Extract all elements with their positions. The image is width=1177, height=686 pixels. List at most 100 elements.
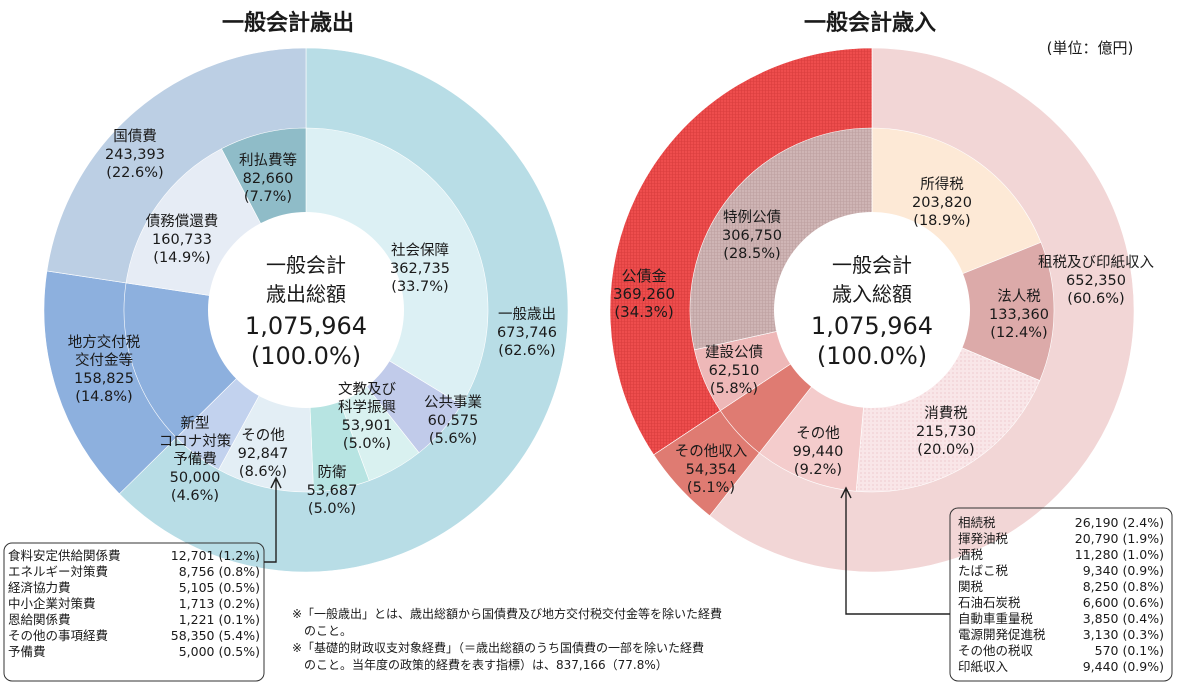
expenditure-center-text: 一般会計 xyxy=(266,253,346,277)
slice-label-tokurei: 特例公債 xyxy=(723,209,781,226)
revenue-breakdown-item-name: 相続税 xyxy=(958,515,996,530)
slice-label-ippan: 一般歳出 xyxy=(498,306,556,323)
slice-label-sonotashu: 54,354 xyxy=(686,462,737,478)
slice-label-shotoku: 203,820 xyxy=(912,195,972,211)
slice-label-bunkyo: 科学振興 xyxy=(338,399,396,416)
revenue-breakdown-item-name: 関税 xyxy=(958,579,984,594)
slice-label-koku: 国債費 xyxy=(113,128,157,145)
expenditure-breakdown-item-name: その他の事項経費 xyxy=(8,628,109,643)
expenditure-breakdown-frame xyxy=(3,542,265,682)
slice-label-bunkyo: 53,901 xyxy=(342,418,393,434)
expenditure-center-text: 歳出総額 xyxy=(266,282,346,306)
expenditure-breakdown-item-value: 12,701 (1.2%) xyxy=(170,548,260,563)
slice-label-sonota_in: (9.2%) xyxy=(794,462,842,478)
revenue-breakdown-item-name: 揮発油税 xyxy=(958,531,1009,546)
slice-label-sonota_out: (8.6%) xyxy=(239,464,287,480)
revenue-breakdown-item-value: 570 (0.1%) xyxy=(1094,643,1164,658)
slice-label-kensetsu: 建設公債 xyxy=(705,344,763,361)
revenue-center-text: 歳入総額 xyxy=(832,282,912,306)
slice-label-kensetsu: (5.8%) xyxy=(710,381,758,397)
revenue-title: 一般会計歳入 xyxy=(804,10,936,36)
expenditure-title: 一般会計歳出 xyxy=(222,10,354,36)
revenue-center-text: 1,075,964 xyxy=(811,312,933,340)
revenue-breakdown-box: 相続税 揮発油税 酒税 たばこ税 関税 石油石炭税 自動車重量税 電源開発促進税 その他の税収印… xyxy=(952,512,1170,680)
note-line: のこと。 xyxy=(292,624,353,638)
expenditure-connector-arrow xyxy=(264,476,282,563)
slice-label-kosai: (34.3%) xyxy=(614,303,673,321)
slice-label-shohi: (20.0%) xyxy=(917,442,974,458)
revenue-breakdown-item-value: 9,440 (0.9%) xyxy=(1082,659,1164,674)
revenue-breakdown-item-name: 酒税 xyxy=(958,547,984,562)
expenditure-center-text: (100.0%) xyxy=(251,342,361,370)
note-line: のこと。当年度の政策的経費を表す指標）は、837,166（77.8%） xyxy=(292,658,668,672)
slice-label-sonota_out: 92,847 xyxy=(238,446,289,462)
slice-label-koku: 243,393 xyxy=(105,147,165,163)
slice-label-kosai: 公債金 xyxy=(621,267,666,285)
slice-label-corona: 50,000 xyxy=(170,470,221,486)
slice-label-kensetsu: 62,510 xyxy=(709,363,760,379)
expenditure-breakdown-item-name: 経済協力費 xyxy=(8,580,71,595)
slice-label-hojin: 法人税 xyxy=(997,288,1041,305)
slice-label-boei: 53,687 xyxy=(307,483,358,499)
expenditure-breakdown-item-value: 5,000 (0.5%) xyxy=(178,644,260,659)
slice-label-boei: 防衛 xyxy=(318,464,347,481)
slice-label-chiho: 交付金等 xyxy=(75,351,133,369)
slice-label-shakai: (33.7%) xyxy=(391,279,448,295)
slice-label-shotoku: 所得税 xyxy=(920,176,964,193)
slice-label-bunkyo: (5.0%) xyxy=(343,436,391,452)
slice-label-ippan: (62.6%) xyxy=(498,343,555,359)
slice-label-hojin: 133,360 xyxy=(989,307,1049,323)
slice-label-kokyo: 60,575 xyxy=(428,413,479,429)
slice-label-shohi: 消費税 xyxy=(924,405,968,422)
slice-label-sozei: 652,350 xyxy=(1066,273,1126,289)
slice-label-chiho: 地方交付税 xyxy=(68,333,141,351)
expenditure-breakdown-item-name: 恩給関係費 xyxy=(8,612,71,627)
slice-label-sonotashu: その他収入 xyxy=(675,443,748,460)
expenditure-breakdown-item-name: エネルギー対策費 xyxy=(8,564,109,579)
revenue-breakdown-item-value: 3,130 (0.3%) xyxy=(1082,627,1164,642)
revenue-breakdown-item-name: 印紙収入 xyxy=(958,659,1009,674)
expenditure-center-text: 1,075,964 xyxy=(245,312,367,340)
expenditure-breakdown-item-value: 1,713 (0.2%) xyxy=(178,596,260,611)
revenue-breakdown-item-value: 9,340 (0.9%) xyxy=(1082,563,1164,578)
revenue-breakdown-item-name: 電源開発促進税 xyxy=(958,627,1046,642)
slice-label-tokurei: (28.5%) xyxy=(723,246,780,262)
slice-label-koku: (22.6%) xyxy=(106,165,163,181)
expenditure-breakdown-item-name: 中小企業対策費 xyxy=(8,596,96,611)
expenditure-breakdown-box: 食料安定供給関係費 エネルギー対策費 経済協力費 中小企業対策費 恩給関係費 その他の事項… xyxy=(6,545,262,679)
slice-label-sonota_in: 99,440 xyxy=(793,444,844,460)
expenditure-breakdown-item-value: 5,105 (0.5%) xyxy=(178,580,260,595)
slice-label-saimu: 160,733 xyxy=(152,232,212,248)
expenditure-breakdown-item-value: 1,221 (0.1%) xyxy=(178,612,260,627)
slice-label-saimu: (14.9%) xyxy=(153,250,210,266)
slice-label-shakai: 社会保障 xyxy=(391,241,449,259)
slice-label-shakai: 362,735 xyxy=(390,261,450,277)
revenue-breakdown-item-name: 自動車重量税 xyxy=(958,611,1034,626)
revenue-breakdown-item-value: 6,600 (0.6%) xyxy=(1082,595,1164,610)
slice-label-sonota_out: その他 xyxy=(241,427,285,444)
slice-label-corona: 予備費 xyxy=(173,451,217,468)
slice-label-kokyo: (5.6%) xyxy=(429,431,477,447)
revenue-hole xyxy=(774,212,970,408)
revenue-breakdown-item-name: 石油石炭税 xyxy=(958,595,1021,610)
slice-label-corona: コロナ対策 xyxy=(159,433,232,450)
slice-label-shotoku: (18.9%) xyxy=(913,213,970,229)
revenue-breakdown-item-value: 20,790 (1.9%) xyxy=(1074,531,1164,546)
slice-label-chiho: 158,825 xyxy=(74,371,134,387)
slice-label-rihara: 82,660 xyxy=(243,171,294,187)
slice-label-sonotashu: (5.1%) xyxy=(687,480,735,496)
slice-label-boei: (5.0%) xyxy=(308,501,356,517)
slice-label-rihara: (7.7%) xyxy=(244,189,292,205)
slice-label-tokurei: 306,750 xyxy=(722,228,782,244)
slice-label-corona: (4.6%) xyxy=(171,488,219,504)
revenue-breakdown-item-value: 26,190 (2.4%) xyxy=(1074,515,1164,530)
slice-label-kokyo: 公共事業 xyxy=(424,394,482,411)
revenue-breakdown-item-value: 3,850 (0.4%) xyxy=(1082,611,1164,626)
unit-label: (単位：億円) xyxy=(1047,39,1134,57)
revenue-center-text: 一般会計 xyxy=(832,253,912,277)
revenue-breakdown-item-value: 8,250 (0.8%) xyxy=(1082,579,1164,594)
slice-label-ippan: 673,746 xyxy=(497,325,557,341)
footnotes: ※「一般歳出」とは、歳出総額から国債費及び地方交付税交付金等を除いた経費 のこと… xyxy=(292,606,722,674)
revenue-breakdown-item-value: 11,280 (1.0%) xyxy=(1074,547,1164,562)
